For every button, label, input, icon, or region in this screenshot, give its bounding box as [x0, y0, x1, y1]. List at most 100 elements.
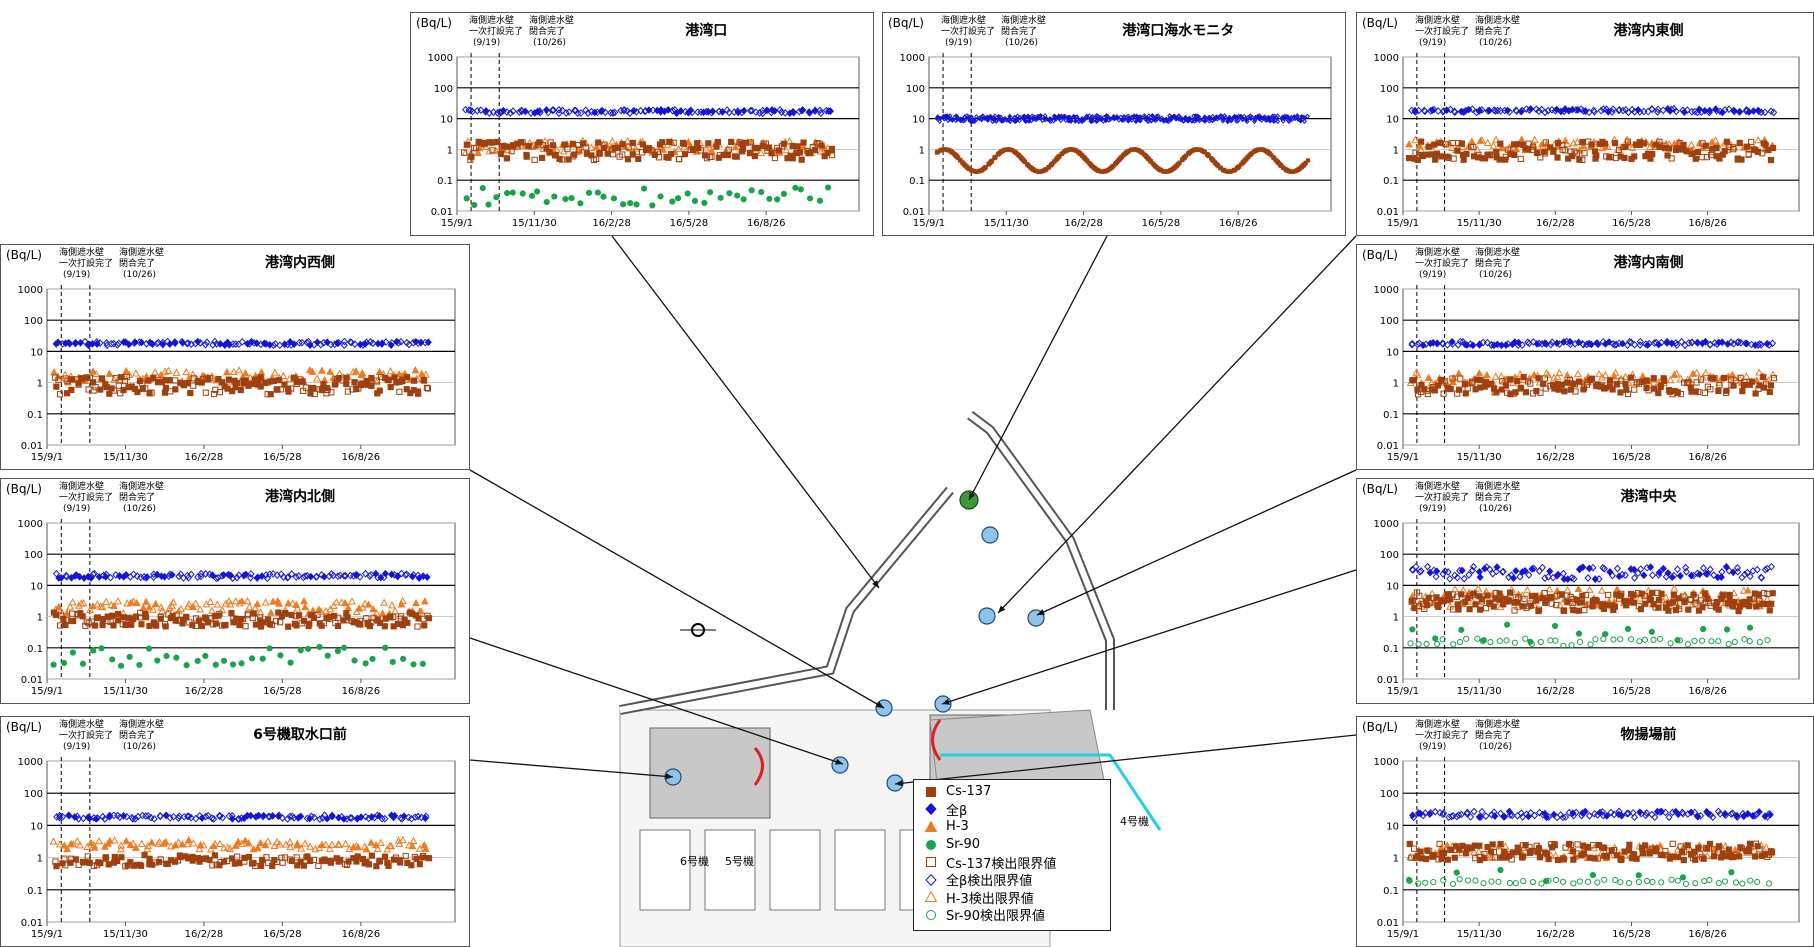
data-point: [1648, 628, 1655, 635]
data-point: [203, 338, 211, 347]
data-point: [257, 374, 264, 381]
data-point: [1413, 370, 1422, 378]
data-point: [92, 369, 101, 378]
data-point: [1547, 340, 1555, 349]
data-point: [1482, 812, 1490, 820]
data-point: [494, 108, 502, 117]
data-point: [1640, 571, 1648, 580]
data-point: [1271, 155, 1277, 161]
data-point: [316, 643, 323, 651]
data-point: [1425, 143, 1432, 150]
data-point: [1550, 147, 1557, 154]
data-point: [1661, 808, 1669, 817]
data-point: [62, 621, 69, 629]
data-point: [1007, 118, 1013, 125]
data-point: [420, 597, 429, 605]
data-point: [83, 374, 90, 381]
data-point: [337, 856, 344, 863]
data-point: [494, 138, 501, 146]
data-point: [70, 617, 77, 625]
data-point: [1423, 640, 1430, 647]
y-tick-label: 1: [1393, 613, 1399, 624]
data-point: [1487, 639, 1494, 646]
data-point: [1547, 637, 1554, 644]
data-point: [172, 386, 179, 393]
data-point: [1432, 635, 1439, 642]
x-tick-label: 16/8/26: [1688, 218, 1727, 229]
data-point: [122, 621, 129, 629]
data-point: [109, 612, 116, 619]
data-point: [1746, 638, 1753, 645]
data-point: [1611, 368, 1620, 376]
data-point: [558, 106, 566, 115]
data-point: [1496, 590, 1503, 597]
y-tick-label: 1000: [1374, 519, 1399, 530]
data-point: [1305, 158, 1311, 163]
data-point: [1439, 636, 1446, 643]
data-point: [751, 152, 758, 160]
data-point: [178, 840, 187, 848]
data-point: [335, 338, 343, 347]
chart-port-entrance: (Bq/L) 海側遮水壁 一次打設完了 (9/19) 海側遮水壁 閉合完了 (10/26) 港…: [410, 12, 874, 236]
data-point: [320, 572, 328, 581]
data-point: [266, 570, 274, 579]
data-point: [1652, 848, 1660, 855]
data-point: [1768, 849, 1776, 856]
data-point: [1007, 113, 1013, 120]
data-point: [61, 855, 68, 862]
data-point: [1623, 386, 1630, 393]
data-point: [372, 377, 381, 386]
data-point: [292, 573, 300, 581]
data-point: [1579, 141, 1588, 150]
y-tick-label: 1000: [428, 53, 453, 64]
data-point: [307, 572, 315, 581]
data-point: [980, 113, 986, 119]
data-point: [297, 647, 304, 654]
data-point: [1672, 339, 1680, 347]
data-point: [325, 844, 334, 852]
data-point: [293, 839, 302, 848]
data-point: [1511, 607, 1518, 614]
data-point: [1457, 375, 1464, 382]
data-point: [404, 619, 411, 626]
data-point: [768, 150, 775, 157]
data-point: [295, 572, 303, 580]
data-point: [1701, 877, 1708, 885]
data-point: [1699, 564, 1707, 572]
data-point: [194, 657, 201, 665]
data-point: [521, 107, 529, 116]
data-point: [1595, 575, 1603, 583]
data-point: [352, 367, 360, 375]
data-point: [619, 201, 627, 208]
data-point: [1189, 117, 1194, 123]
data-point: [1730, 106, 1738, 115]
data-point: [659, 145, 668, 153]
data-point: [748, 106, 756, 115]
data-point: [1637, 605, 1645, 613]
data-point: [1470, 590, 1477, 597]
data-point: [1640, 140, 1648, 147]
chart-port-center: (Bq/L) 海側遮水壁 一次打設完了 (9/19) 海側遮水壁 閉合完了 (10/26) 港…: [1356, 478, 1814, 704]
data-point: [206, 597, 215, 605]
data-point: [232, 340, 240, 348]
data-point: [398, 836, 407, 844]
data-point: [1643, 877, 1651, 885]
data-point: [381, 853, 389, 860]
data-point: [684, 190, 691, 197]
data-point: [1560, 642, 1567, 649]
data-point: [796, 149, 803, 156]
data-point: [151, 599, 160, 607]
data-point: [1456, 638, 1464, 646]
data-point: [219, 813, 227, 822]
data-point: [1517, 155, 1524, 162]
data-point: [1527, 638, 1534, 645]
data-point: [615, 144, 622, 152]
data-point: [270, 841, 279, 849]
data-point: [66, 339, 74, 348]
data-point: [828, 145, 836, 153]
data-point: [595, 139, 602, 146]
data-point: [316, 607, 325, 615]
data-point: [617, 106, 625, 115]
data-point: [1655, 389, 1662, 397]
data-point: [269, 341, 278, 350]
